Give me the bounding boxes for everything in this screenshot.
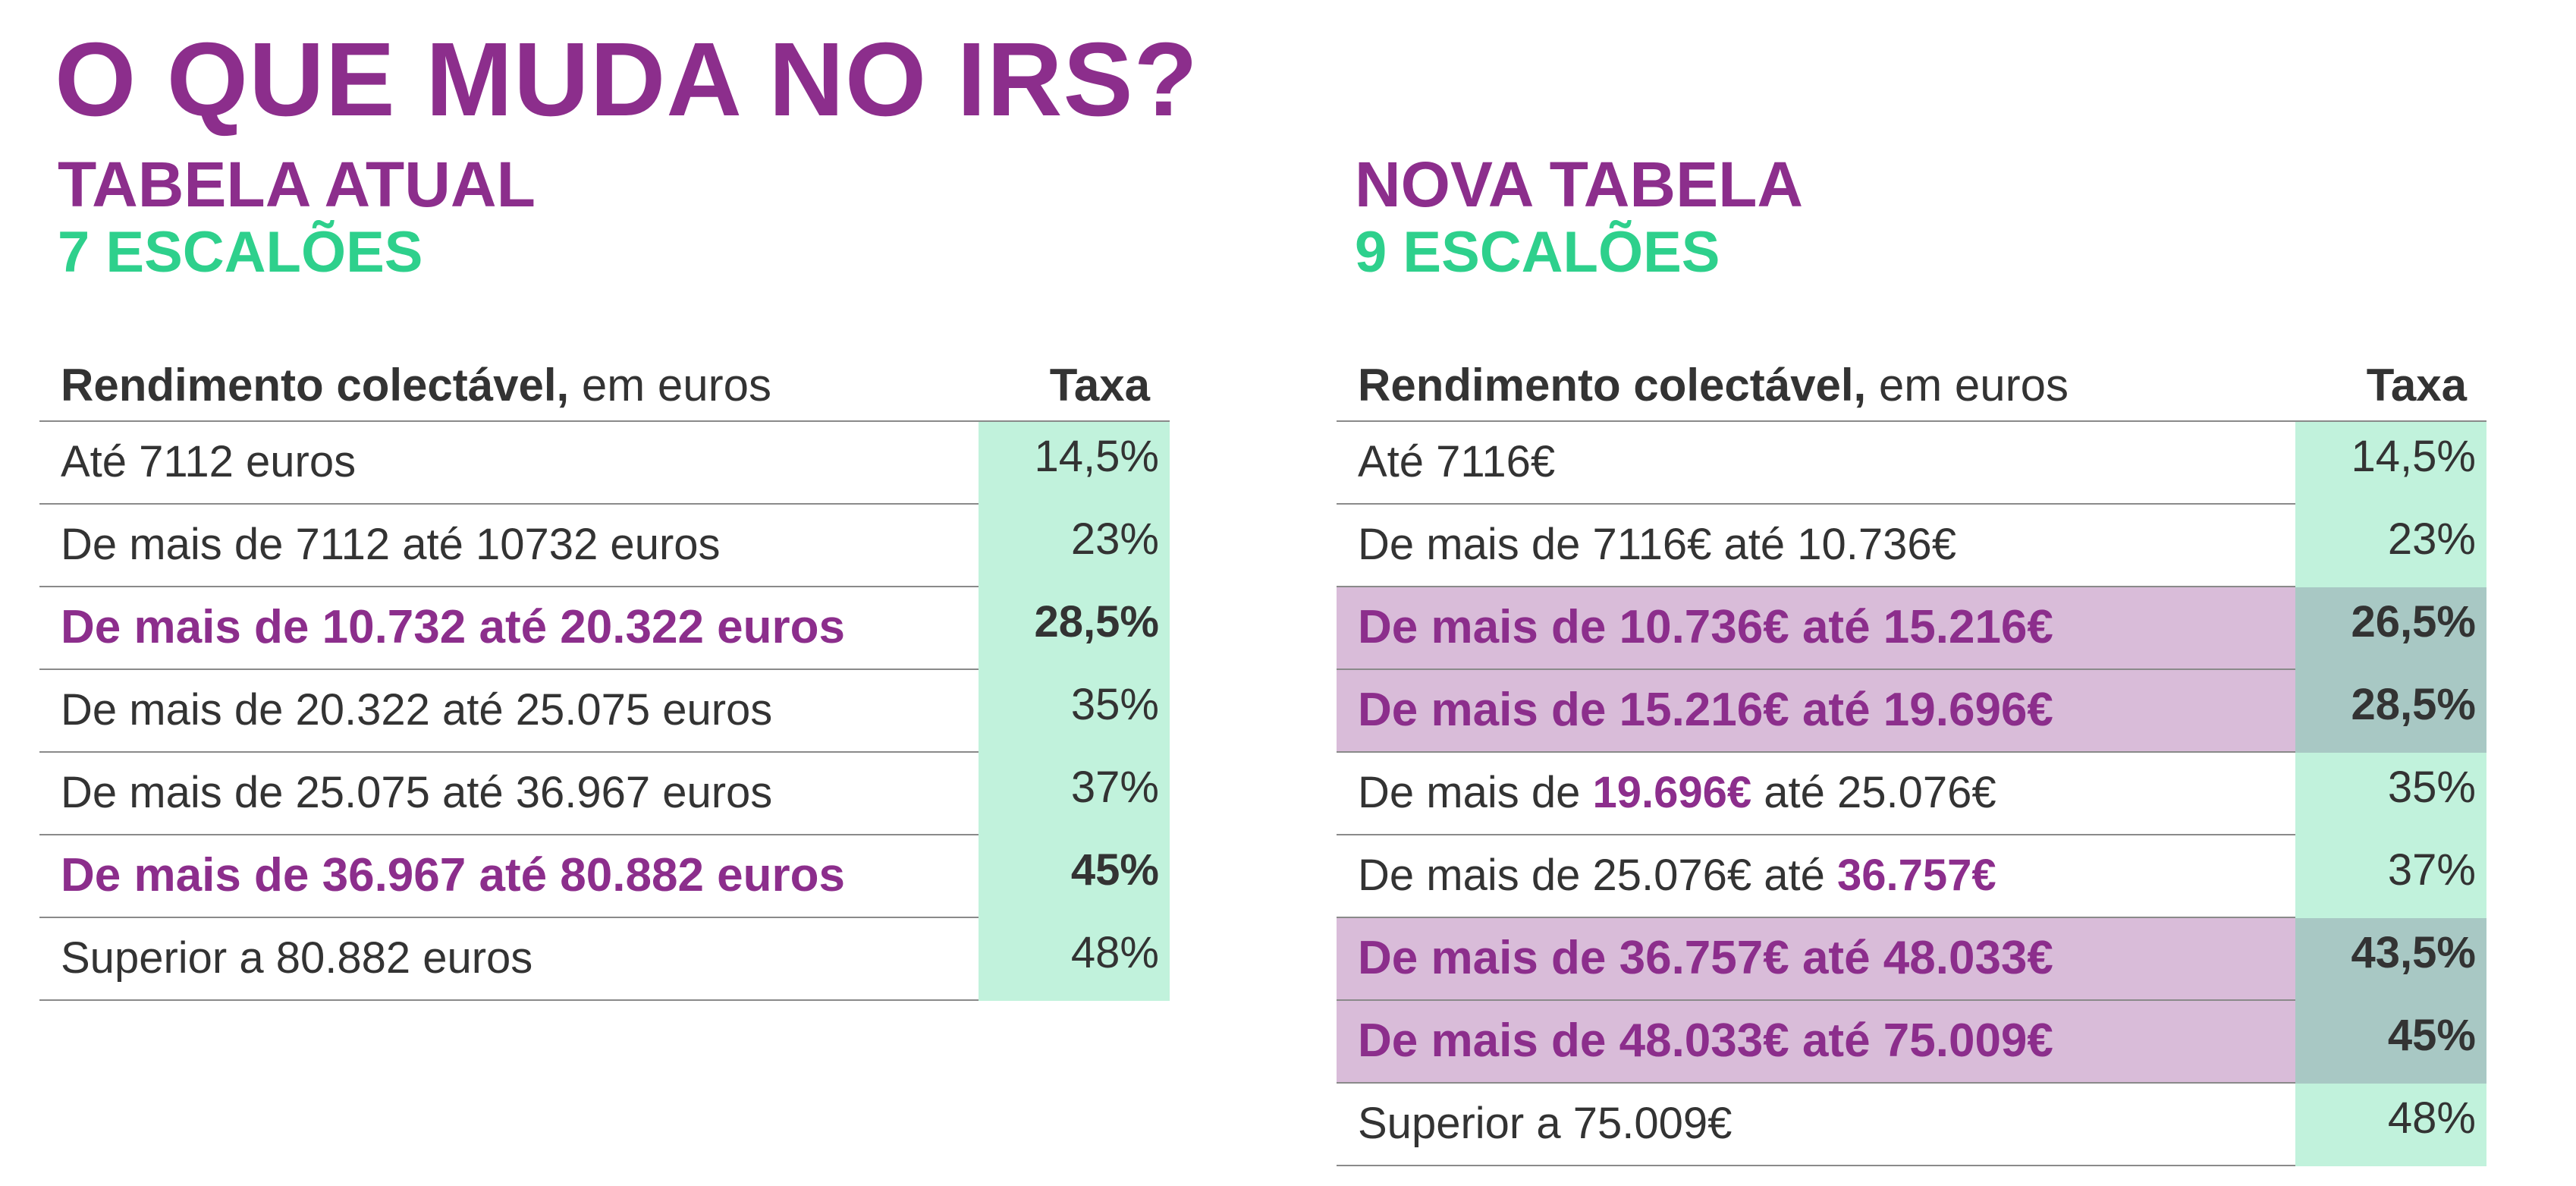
rate-cell: 45% (2295, 1001, 2486, 1084)
table-row-new-bracket: De mais de 36.757€ até 48.033€ 43,5% (1337, 918, 2486, 1001)
table-row-highlighted: De mais de 10.732 até 20.322 euros 28,5% (39, 587, 1170, 670)
rate-value: 35% (1070, 680, 1159, 729)
rate-value: 35% (2387, 763, 2476, 812)
rate-cell: 37% (2295, 835, 2486, 918)
income-column-header: Rendimento colectável, em euros (61, 360, 771, 411)
table-row: Superior a 75.009€ 48% (1337, 1084, 2486, 1166)
table-row: Até 7116€ 14,5% (1337, 422, 2486, 505)
rate-cell: 28,5% (2295, 670, 2486, 753)
rate-cell: 45% (979, 835, 1170, 918)
table-header: Rendimento colectável, em euros Taxa (39, 344, 1170, 422)
bracket-label: Até 7116€ (1358, 437, 1556, 486)
bracket-label: De mais de 36.757€ até 48.033€ (1358, 932, 2053, 984)
bracket-label: De mais de 7112 até 10732 euros (61, 520, 721, 569)
income-column-header: Rendimento colectável, em euros (1358, 360, 2069, 411)
current-table-subtitle: 7 ESCALÕES (58, 220, 423, 285)
bracket-label: Superior a 75.009€ (1358, 1099, 1733, 1148)
rate-cell: 35% (979, 670, 1170, 753)
rate-cell: 43,5% (2295, 918, 2486, 1001)
rate-value: 14,5% (1034, 432, 1159, 481)
changed-limit: 36.757€ (1836, 851, 1996, 900)
table-row-highlighted: De mais de 36.967 até 80.882 euros 45% (39, 835, 1170, 918)
rate-value: 45% (2387, 1011, 2476, 1060)
bracket-label: Superior a 80.882 euros (61, 933, 533, 983)
bracket-label: De mais de 48.033€ até 75.009€ (1358, 1015, 2053, 1067)
bracket-label: De mais de 19.696€ até 25.076€ (1358, 768, 1996, 817)
new-table-panel: NOVA TABELA 9 ESCALÕES Rendimento colect… (1337, 149, 2486, 1166)
rate-value: 23% (1070, 514, 1159, 564)
rate-value: 26,5% (2351, 597, 2476, 646)
new-table-subtitle: 9 ESCALÕES (1355, 220, 1720, 285)
table-row: De mais de 7112 até 10732 euros 23% (39, 505, 1170, 587)
rate-column-header: Taxa (1049, 360, 1150, 411)
bracket-label: De mais de 20.322 até 25.075 euros (61, 685, 773, 735)
table-row: De mais de 25.075 até 36.967 euros 37% (39, 753, 1170, 835)
rate-value: 37% (2387, 845, 2476, 895)
rate-value: 45% (1070, 845, 1159, 895)
rate-value: 23% (2387, 514, 2476, 564)
bracket-label: Até 7112 euros (61, 437, 357, 486)
rate-value: 28,5% (1034, 597, 1159, 646)
bracket-label: De mais de 25.075 até 36.967 euros (61, 768, 773, 817)
rate-cell: 14,5% (2295, 422, 2486, 505)
rate-cell: 28,5% (979, 587, 1170, 670)
table-row: De mais de 20.322 até 25.075 euros 35% (39, 670, 1170, 753)
table-row: De mais de 7116€ até 10.736€ 23% (1337, 505, 2486, 587)
rate-value: 48% (1070, 928, 1159, 977)
rate-value: 43,5% (2351, 928, 2476, 977)
bracket-label: De mais de 10.732 até 20.322 euros (61, 601, 845, 653)
bracket-label: De mais de 15.216€ até 19.696€ (1358, 684, 2053, 736)
rate-cell: 23% (2295, 505, 2486, 587)
table-row-new-bracket: De mais de 10.736€ até 15.216€ 26,5% (1337, 587, 2486, 670)
rate-value: 14,5% (2351, 432, 2476, 481)
bracket-label: De mais de 10.736€ até 15.216€ (1358, 601, 2053, 653)
page-title: O QUE MUDA NO IRS? (55, 21, 1198, 138)
rate-cell: 23% (979, 505, 1170, 587)
bracket-label: De mais de 25.076€ até 36.757€ (1358, 851, 1996, 900)
table-row: Até 7112 euros 14,5% (39, 422, 1170, 505)
table-row: De mais de 25.076€ até 36.757€ 37% (1337, 835, 2486, 918)
bracket-label: De mais de 36.967 até 80.882 euros (61, 849, 845, 901)
new-tax-table: Rendimento colectável, em euros Taxa Até… (1337, 344, 2486, 1166)
table-row: Superior a 80.882 euros 48% (39, 918, 1170, 1001)
rate-value: 48% (2387, 1093, 2476, 1143)
rate-cell: 37% (979, 753, 1170, 835)
table-header: Rendimento colectável, em euros Taxa (1337, 344, 2486, 422)
changed-limit: 19.696€ (1592, 768, 1752, 817)
rate-cell: 14,5% (979, 422, 1170, 505)
rate-value: 37% (1070, 763, 1159, 812)
rate-column-header: Taxa (2366, 360, 2467, 411)
current-table-panel: TABELA ATUAL 7 ESCALÕES Rendimento colec… (39, 149, 1170, 1001)
rate-cell: 48% (2295, 1084, 2486, 1166)
rate-cell: 35% (2295, 753, 2486, 835)
bracket-label: De mais de 7116€ até 10.736€ (1358, 520, 1956, 569)
table-row: De mais de 19.696€ até 25.076€ 35% (1337, 753, 2486, 835)
rate-cell: 48% (979, 918, 1170, 1001)
rate-value: 28,5% (2351, 680, 2476, 729)
current-table-title: TABELA ATUAL (58, 149, 536, 220)
table-row-new-bracket: De mais de 15.216€ até 19.696€ 28,5% (1337, 670, 2486, 753)
current-tax-table: Rendimento colectável, em euros Taxa Até… (39, 344, 1170, 1001)
new-table-title: NOVA TABELA (1355, 149, 1804, 220)
rate-cell: 26,5% (2295, 587, 2486, 670)
table-row-new-bracket: De mais de 48.033€ até 75.009€ 45% (1337, 1001, 2486, 1084)
